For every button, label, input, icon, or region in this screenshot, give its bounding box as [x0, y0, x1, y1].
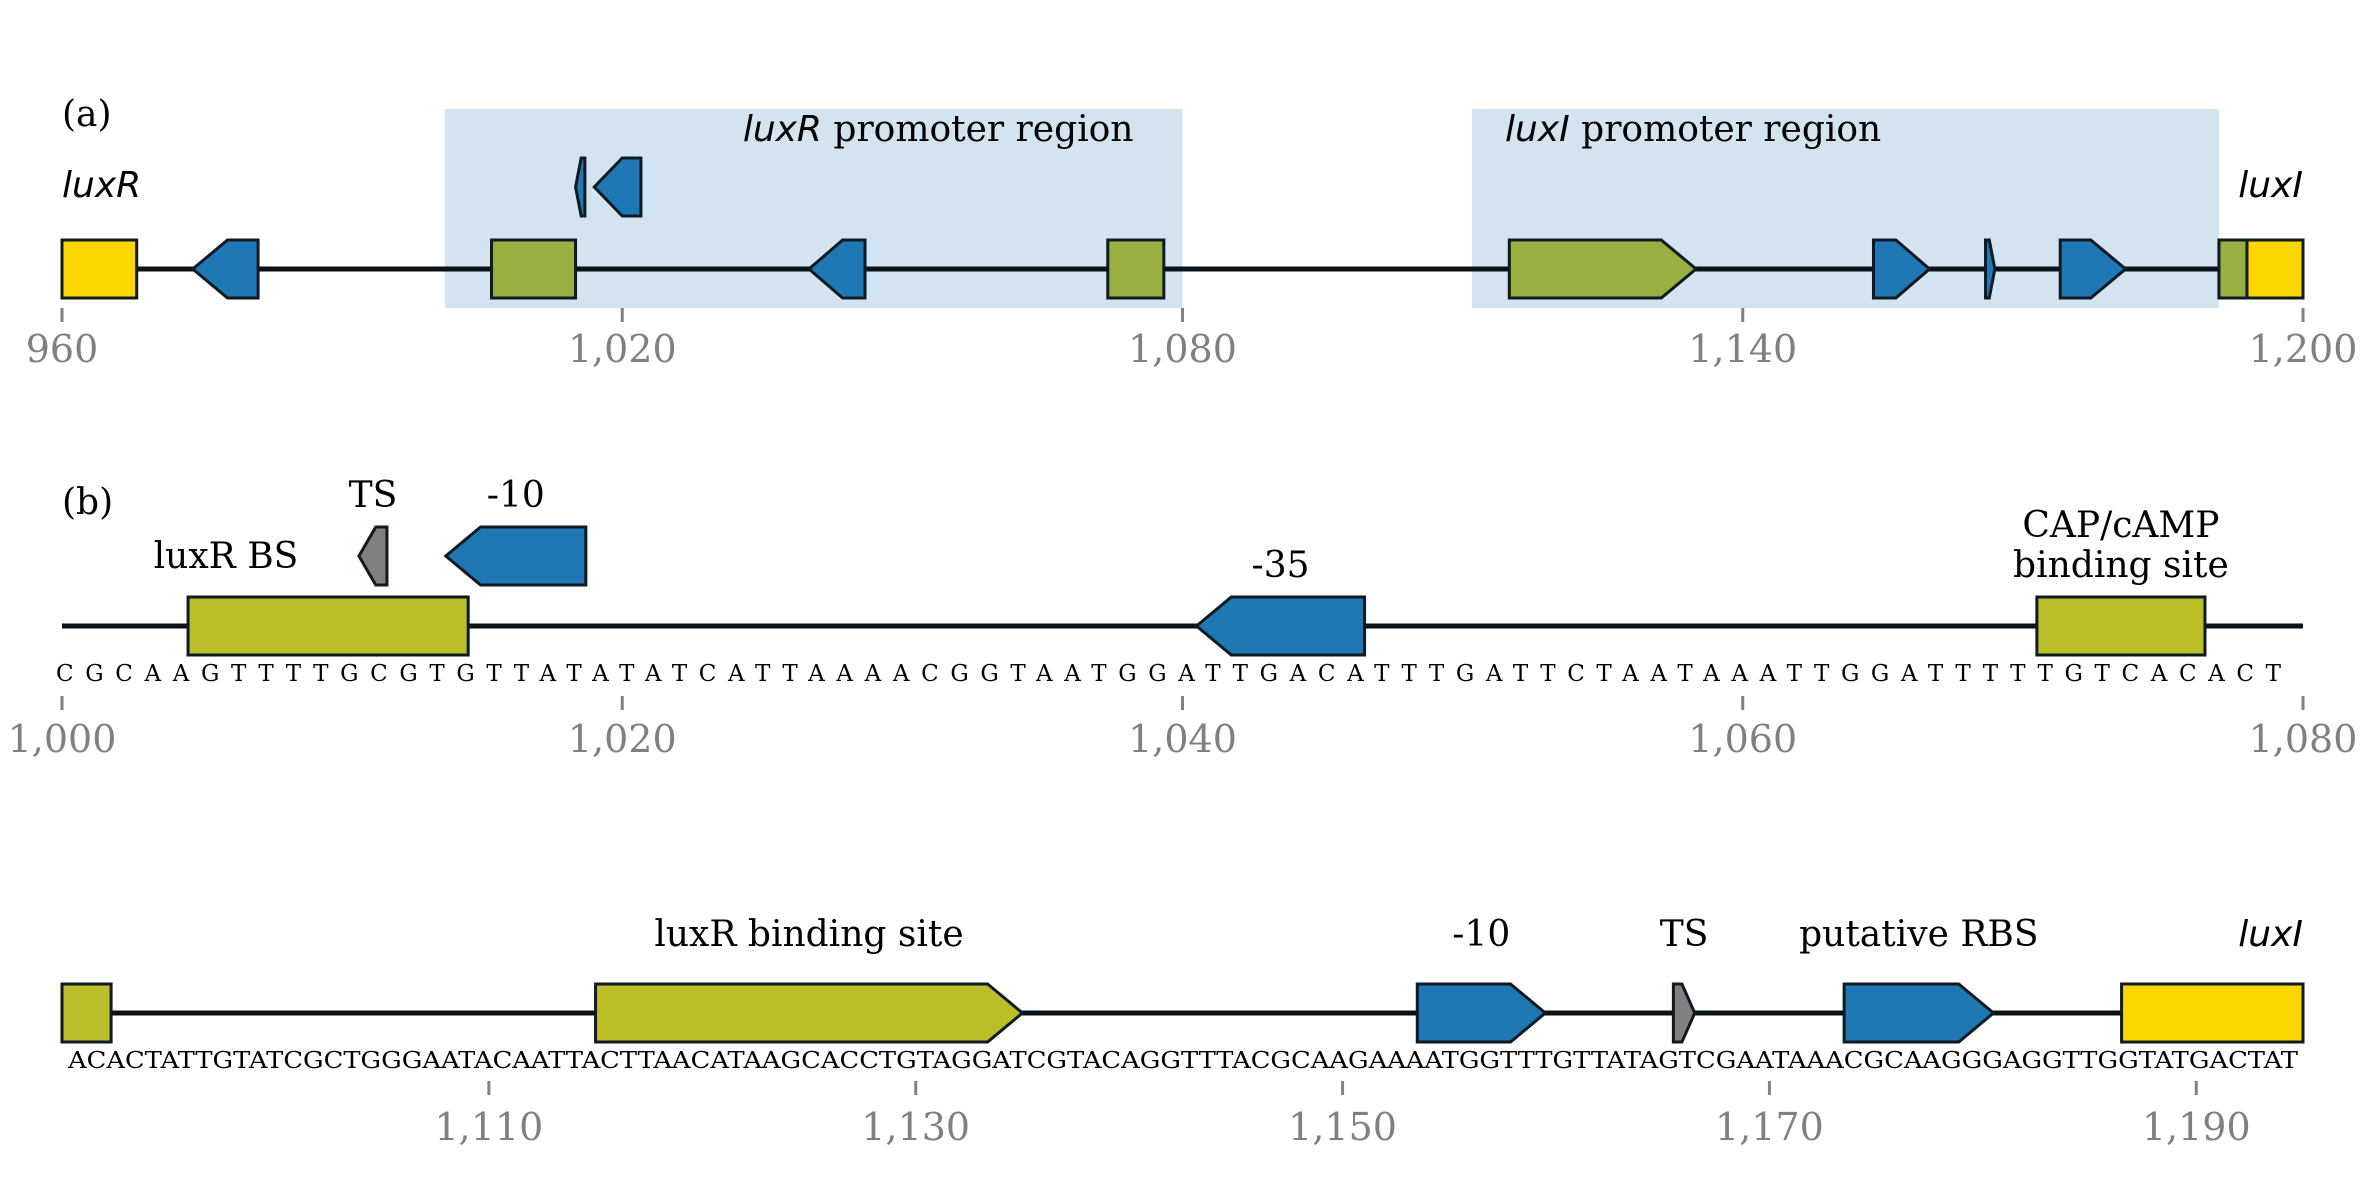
- panel-b-sequence: CGCAAGTTTTGCGTGTTATATATCATTAAAACGGTAATGG…: [56, 661, 2282, 687]
- feature-arrow: [2035, 595, 2207, 657]
- panel-c: luxR binding site -10 TS putative RBS luxI A…: [60, 914, 2305, 1149]
- tick-label: 1,190: [2142, 1105, 2251, 1149]
- feature-arrow: [806, 238, 867, 300]
- feature-label: TS: [349, 475, 398, 516]
- panel-a-features: [190, 156, 2249, 300]
- tick-label: 1,200: [2249, 327, 2358, 371]
- feature-arrow: [490, 238, 578, 300]
- promoter-region-label: luxR promoter region: [743, 109, 1134, 150]
- feature-arrow: [1415, 982, 1548, 1044]
- tick-label: 1,080: [2249, 717, 2358, 761]
- panel-b-label: (b): [62, 482, 113, 523]
- tick-label: 1,130: [861, 1105, 970, 1149]
- gene-label: luxR: [62, 165, 141, 206]
- tick-label: 1,020: [568, 327, 677, 371]
- tick-label: 1,000: [8, 717, 117, 761]
- tick-label: 1,060: [1688, 717, 1797, 761]
- feature-label: -10: [1452, 914, 1510, 955]
- feature-label: -10: [487, 475, 545, 516]
- tick-label: 1,140: [1688, 327, 1797, 371]
- panel-a-label: (a): [62, 94, 112, 135]
- feature-arrow: [1194, 595, 1367, 657]
- tick-label: 1,150: [1288, 1105, 1397, 1149]
- feature-arrow: [1106, 238, 1166, 300]
- promoter-region-label: luxI promoter region: [1505, 109, 1881, 150]
- feature-label: -35: [1252, 545, 1310, 586]
- panel-b-features: luxR BS TS -10 -35 CAP/cAMP binding site: [154, 475, 2229, 657]
- tick-label: 1,040: [1128, 717, 1237, 761]
- tick-label: 960: [26, 327, 99, 371]
- feature-arrow: [1507, 238, 1699, 300]
- feature-label: luxR BS: [154, 536, 299, 577]
- feature-label: luxI: [2238, 914, 2303, 955]
- feature-arrow: [2058, 238, 2128, 300]
- feature-label: putative RBS: [1799, 914, 2038, 955]
- panel-c-features: luxR binding site -10 TS putative RBS luxI: [60, 914, 2305, 1044]
- feature-arrow: [1842, 982, 1996, 1044]
- panel-a: luxR promoter region luxI promoter region…: [26, 94, 2358, 371]
- gene-label: luxI: [2238, 165, 2303, 206]
- feature-arrow: [60, 982, 113, 1044]
- tick-label: 1,110: [434, 1105, 543, 1149]
- tick-label: 1,080: [1128, 327, 1237, 371]
- feature-arrow: [594, 982, 1025, 1044]
- feature-arrow: [1671, 982, 1697, 1044]
- panel-b-ticks: 1,000 1,020 1,040 1,060 1,080: [8, 696, 2358, 761]
- feature-arrow: [574, 156, 587, 218]
- gene-block: [60, 238, 139, 300]
- feature-arrow: [190, 238, 260, 300]
- feature-arrow: [357, 525, 389, 587]
- feature-arrow: [592, 156, 643, 218]
- feature-arrow: [1871, 238, 1932, 300]
- feature-arrow: [1984, 238, 1997, 300]
- tick-label: 1,020: [568, 717, 677, 761]
- feature-arrow: [186, 595, 470, 657]
- tick-label: 1,170: [1715, 1105, 1824, 1149]
- panel-c-ticks: 1,110 1,130 1,150 1,170 1,190: [434, 1081, 2251, 1149]
- feature-arrow: [443, 525, 588, 587]
- feature-arrow: [2120, 982, 2305, 1044]
- panel-a-ticks: 960 1,020 1,080 1,140 1,200: [26, 308, 2358, 371]
- promoter-regions: luxR promoter region luxI promoter region: [444, 109, 2219, 308]
- feature-label: TS: [1660, 914, 1709, 955]
- feature-label: luxR binding site: [654, 914, 963, 955]
- feature-label: CAP/cAMP binding site: [2013, 505, 2229, 586]
- promoter-overlap-block: [2217, 238, 2249, 300]
- panel-c-sequence: ACACTATTGTATCGCTGGGAATACAATTACTTAACATAAG…: [67, 1048, 2299, 1074]
